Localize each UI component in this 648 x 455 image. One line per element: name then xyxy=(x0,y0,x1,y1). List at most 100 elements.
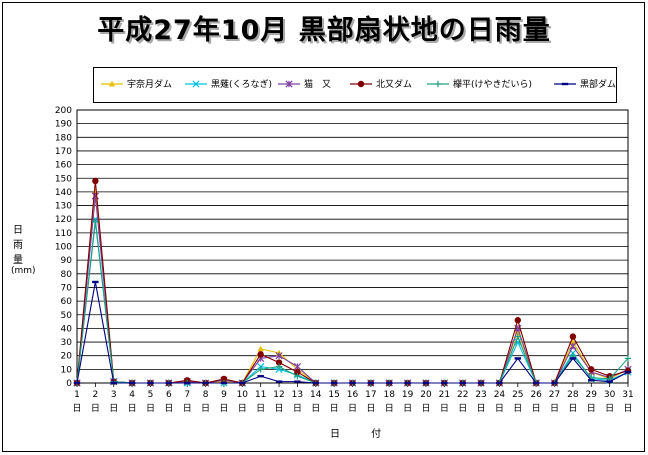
series-4-point-25 xyxy=(514,317,521,324)
x-tick-label-7: 7 xyxy=(184,390,190,400)
series-6-line xyxy=(76,281,629,384)
y-tick-label-10: 10 xyxy=(61,365,73,375)
series-6-point-17 xyxy=(367,381,375,385)
x-tick-label-11: 11 xyxy=(255,390,266,400)
y-axis-label-char-1: 日 xyxy=(13,225,23,236)
legend-label-3: 猫 又 xyxy=(304,78,331,90)
series-5-point-13 xyxy=(294,372,301,380)
y-axis-label-char-3: 量 xyxy=(13,255,23,266)
series-6-point-13 xyxy=(294,380,301,383)
series-6-point-19 xyxy=(404,381,411,385)
legend-entry-5: 欅平(けやきだいら) xyxy=(427,79,532,90)
legend-marker-3 xyxy=(285,80,293,88)
x-tick-label-4: 4 xyxy=(129,390,135,400)
x-tick-suffix-10: 日 xyxy=(238,403,247,414)
x-tick-label-23: 23 xyxy=(475,390,486,400)
x-tick-label-24: 24 xyxy=(494,390,506,400)
series-6-point-2 xyxy=(92,280,99,284)
legend-marker-1 xyxy=(108,80,116,87)
series-6-point-31 xyxy=(624,370,632,374)
x-tick-suffix-25: 日 xyxy=(513,403,522,414)
x-tick-suffix-1: 日 xyxy=(72,403,81,414)
series-6-point-18 xyxy=(386,381,393,385)
x-tick-suffix-15: 日 xyxy=(330,403,339,414)
series-6-point-25 xyxy=(514,357,521,360)
x-tick-label-21: 21 xyxy=(439,390,450,400)
legend-marker-4 xyxy=(357,80,365,88)
legend-entry-4: 北又ダム xyxy=(350,78,412,90)
y-tick-label-60: 60 xyxy=(61,297,73,307)
x-tick-label-22: 22 xyxy=(457,390,468,400)
series-4-point-2 xyxy=(92,177,99,185)
y-tick-label-0: 0 xyxy=(66,379,72,389)
series-6-point-7 xyxy=(184,381,191,385)
x-tick-suffix-5: 日 xyxy=(146,403,155,414)
series-6-point-3 xyxy=(110,381,117,385)
x-tick-suffix-13: 日 xyxy=(293,403,302,414)
x-tick-label-20: 20 xyxy=(420,390,432,400)
x-tick-label-26: 26 xyxy=(530,390,542,400)
x-tick-label-8: 8 xyxy=(203,390,209,400)
series-3-point-28 xyxy=(569,342,577,350)
y-tick-label-50: 50 xyxy=(61,311,73,321)
legend-entry-6: 黒部ダム xyxy=(554,78,616,90)
series-lines xyxy=(73,177,632,387)
series-4-point-28 xyxy=(569,333,577,340)
series-6-point-14 xyxy=(312,381,319,385)
x-tick-label-31: 31 xyxy=(622,390,633,400)
series-6-point-27 xyxy=(551,381,558,385)
x-tick-suffix-23: 日 xyxy=(477,403,486,414)
series-6-point-21 xyxy=(441,381,448,385)
series-3-point-2 xyxy=(91,192,99,200)
x-tick-suffix-18: 日 xyxy=(385,403,394,414)
x-tick-suffix-8: 日 xyxy=(201,403,210,414)
series-5-point-12 xyxy=(275,363,283,370)
series-6-point-24 xyxy=(496,381,503,385)
chart-title: 平成27年10月 黒部扇状地の日雨量 xyxy=(97,15,551,46)
series-6-point-29 xyxy=(588,379,595,382)
series-6-point-30 xyxy=(606,380,613,383)
y-tick-label-160: 160 xyxy=(55,161,72,171)
x-tick-label-25: 25 xyxy=(512,390,523,400)
series-6-point-8 xyxy=(202,381,209,385)
y-axis-unit: (mm) xyxy=(11,266,36,276)
y-tick-label-70: 70 xyxy=(61,283,73,293)
x-tick-label-6: 6 xyxy=(166,390,172,400)
series-3-point-12 xyxy=(275,352,283,360)
axes: 0102030405060708090100110120130140150160… xyxy=(55,106,634,414)
series-6-point-9 xyxy=(220,381,228,385)
legend-label-6: 黒部ダム xyxy=(580,78,616,90)
y-tick-label-170: 170 xyxy=(55,147,72,157)
series-5-point-25 xyxy=(514,333,521,340)
series-4-point-11 xyxy=(257,351,264,358)
y-tick-label-40: 40 xyxy=(61,324,73,334)
y-axis-label-char-2: 雨 xyxy=(13,240,23,251)
y-tick-label-140: 140 xyxy=(55,188,72,198)
series-3-point-13 xyxy=(293,362,302,371)
series-5-line xyxy=(76,221,629,384)
x-tick-suffix-26: 日 xyxy=(532,403,541,414)
series-5 xyxy=(73,218,632,387)
series-6-point-4 xyxy=(128,381,136,385)
y-tick-label-130: 130 xyxy=(55,202,72,212)
series-4-point-9 xyxy=(220,375,228,383)
series-5-point-31 xyxy=(624,355,632,362)
y-tick-label-90: 90 xyxy=(61,256,73,266)
y-tick-label-180: 180 xyxy=(55,133,72,143)
y-tick-label-150: 150 xyxy=(55,174,72,184)
x-tick-label-17: 17 xyxy=(365,390,376,400)
x-tick-suffix-9: 日 xyxy=(219,403,228,414)
series-6-point-5 xyxy=(147,381,154,385)
x-tick-label-10: 10 xyxy=(237,390,249,400)
series-4-point-29 xyxy=(588,366,595,373)
y-tick-label-30: 30 xyxy=(61,338,73,348)
x-tick-suffix-29: 日 xyxy=(587,403,596,414)
legend-marker-6 xyxy=(561,82,569,86)
series-6 xyxy=(73,280,632,385)
series-5-point-2 xyxy=(92,218,99,226)
legend-marker-2 xyxy=(192,80,200,88)
x-tick-label-1: 1 xyxy=(74,390,80,400)
legend-entries: 宇奈月ダム 黒薙(くろなぎ) 猫 又 北又ダム 欅平(けやきだいら) 黒部ダム xyxy=(101,78,616,90)
x-tick-suffix-17: 日 xyxy=(366,403,375,414)
